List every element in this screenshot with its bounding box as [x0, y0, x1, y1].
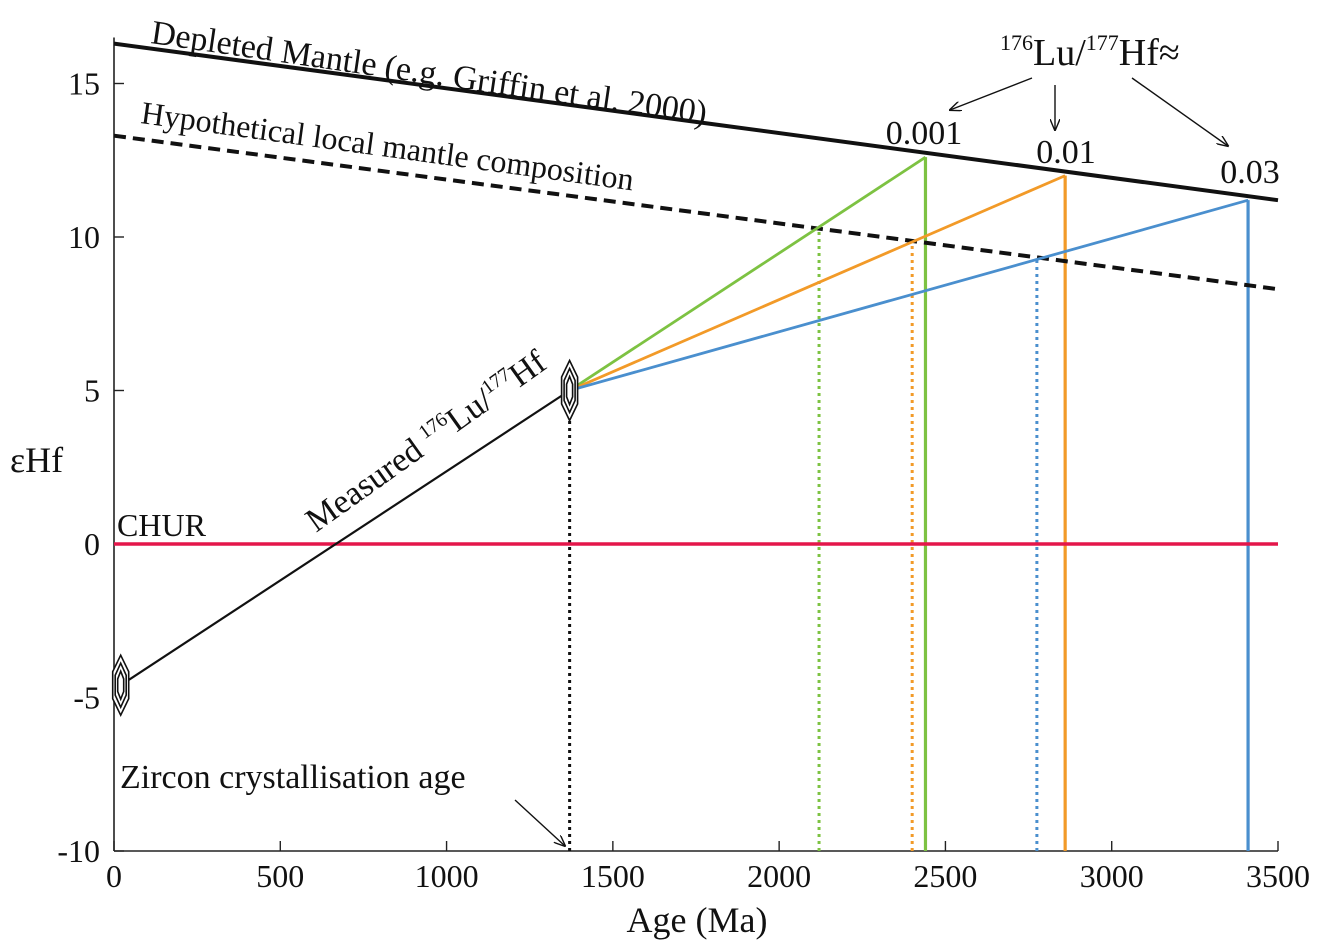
series-blue	[569, 198, 1249, 392]
ratio-lu-label: Lu/	[1033, 32, 1086, 74]
series-local	[113, 133, 1279, 292]
y-axis-label: εHf	[10, 440, 63, 480]
series-green	[568, 156, 927, 392]
y-tick-label: 10	[68, 219, 100, 255]
axes	[113, 37, 1278, 852]
x-tick-label: 500	[256, 858, 304, 894]
plot-area	[113, 41, 1279, 851]
ratio-hf-label: Hf	[1119, 32, 1159, 74]
measured-ratio-label: Measured 176Lu/177Hf	[299, 342, 554, 539]
zircon-age-arrow	[514, 799, 565, 846]
zircon-marker	[560, 358, 579, 423]
x-tick-label: 3000	[1080, 858, 1144, 894]
ratio-approx-symbol: ≈	[1159, 32, 1180, 74]
y-tick-label: 0	[84, 526, 100, 562]
series-orange	[569, 174, 1066, 392]
x-tick-label: 0	[106, 858, 122, 894]
x-tick-label: 1000	[415, 858, 479, 894]
zircon-marker	[111, 653, 130, 718]
x-tick-label: 2500	[913, 858, 977, 894]
ratio-hf-superscript: 177	[1086, 30, 1119, 55]
arrow-to-0.001	[950, 77, 1033, 110]
ratio-label-0.001: 0.001	[886, 115, 963, 152]
arrow-to-0.03	[1131, 77, 1228, 146]
ratio-lu-superscript: 176	[1000, 30, 1033, 55]
y-axis-ticks: 15 10 5 0 -5 -10	[57, 66, 124, 869]
series-measured	[120, 389, 571, 687]
zircon-age-label: Zircon crystallisation age	[120, 759, 466, 796]
series-depleted	[113, 41, 1279, 203]
hf-label: Hf	[503, 343, 554, 394]
zircon-marker-outline	[565, 374, 574, 407]
ratio-label-0.01: 0.01	[1036, 134, 1096, 171]
zircon-markers	[111, 358, 579, 718]
x-axis-label: Age (Ma)	[627, 900, 768, 940]
y-tick-label: -5	[73, 680, 100, 716]
x-tick-label: 3500	[1246, 858, 1310, 894]
y-tick-label: 15	[68, 66, 100, 102]
y-tick-label: 5	[84, 373, 100, 409]
y-tick-label: -10	[57, 833, 100, 869]
x-tick-label: 1500	[581, 858, 645, 894]
x-tick-label: 2000	[747, 858, 811, 894]
x-axis-ticks: 0 500 1000 1500 2000 2500 3000 3500	[106, 841, 1310, 894]
zircon-marker-outline	[116, 668, 125, 702]
ratio-label-0.03: 0.03	[1220, 154, 1280, 191]
chur-label: CHUR	[117, 507, 207, 543]
ratio-heading: 176Lu/177Hf≈	[1000, 30, 1180, 74]
